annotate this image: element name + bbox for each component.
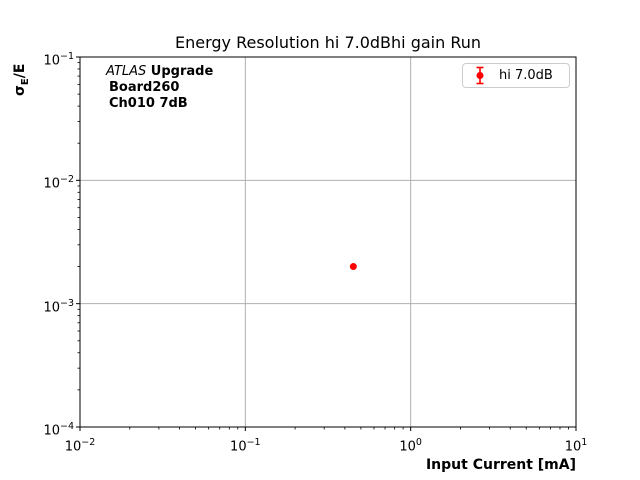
sigma-symbol: σ: [12, 85, 28, 96]
errorbar-marker-icon: [476, 66, 484, 85]
y-tick-label: 10−4: [43, 421, 74, 439]
legend: hi 7.0dB: [462, 63, 570, 88]
annotation-line-2: Board260: [109, 80, 180, 95]
annotation-line-1: ATLAS Upgrade: [106, 64, 213, 80]
x-axis-label: Input Current [mA]: [425, 457, 576, 473]
sigma-subscript: E: [19, 78, 31, 86]
data-point: [349, 263, 357, 271]
x-tick-label: 10−2: [64, 437, 96, 455]
x-tick-label: 100: [399, 437, 422, 455]
axes-frame: [79, 56, 577, 428]
legend-label: hi 7.0dB: [499, 68, 553, 83]
x-tick-label: 101: [564, 437, 588, 455]
x-tick-label: 10−1: [230, 437, 261, 455]
y-tick-label: 10−3: [43, 297, 74, 315]
upgrade-label: Upgrade: [146, 64, 214, 79]
annotation-line-3: Ch010 7dB: [109, 96, 188, 111]
y-tick-label: 10−1: [43, 51, 74, 69]
chart-title: Energy Resolution hi 7.0dBhi gain Run: [174, 33, 482, 52]
atlas-annotation: ATLAS Upgrade Board260 Ch010 7dB: [106, 64, 213, 112]
y-tick-label: 10−2: [43, 174, 74, 192]
atlas-label: ATLAS: [106, 64, 147, 79]
